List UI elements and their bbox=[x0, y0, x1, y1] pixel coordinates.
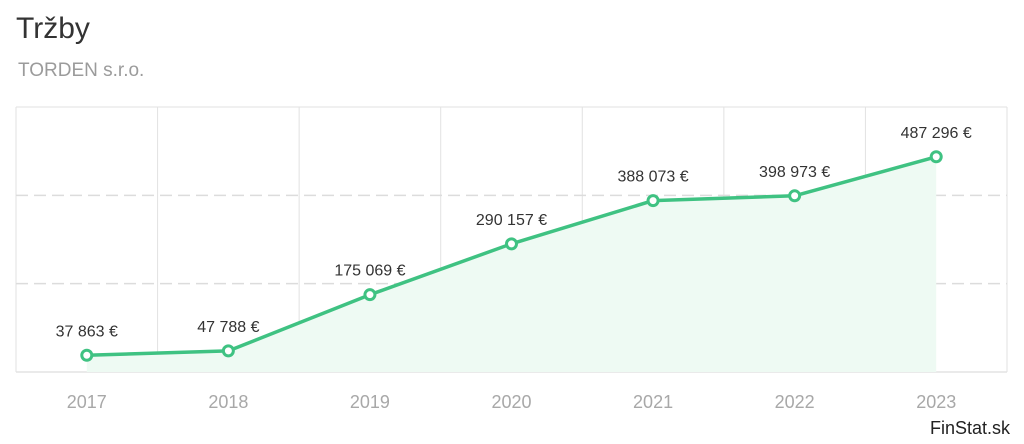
value-label-2020: 290 157 € bbox=[476, 212, 547, 229]
data-point-2019[interactable] bbox=[363, 288, 377, 302]
data-point-2020[interactable] bbox=[505, 237, 518, 251]
company-name: TORDEN s.r.o. bbox=[18, 60, 145, 81]
source-credit[interactable]: FinStat.sk bbox=[929, 418, 1010, 438]
x-tick-label-2018: 2018 bbox=[208, 392, 248, 412]
x-tick-label-2021: 2021 bbox=[633, 392, 673, 412]
data-point-2017[interactable] bbox=[80, 348, 94, 362]
x-tick-label-2023: 2023 bbox=[916, 392, 956, 412]
value-label-2018: 47 788 € bbox=[197, 319, 259, 336]
x-tick-label-2019: 2019 bbox=[350, 392, 390, 412]
value-label-2021: 388 073 € bbox=[617, 169, 688, 186]
x-tick-label-2022: 2022 bbox=[775, 392, 815, 412]
x-tick-label-2017: 2017 bbox=[67, 392, 107, 412]
x-axis-labels: 2017 2018 2019 2020 2021 2022 2023 bbox=[67, 392, 956, 412]
value-label-2022: 398 973 € bbox=[759, 164, 830, 181]
value-labels: 37 863 € 47 788 € 175 069 € 290 157 € 388 07… bbox=[56, 125, 972, 340]
data-point-2023[interactable] bbox=[929, 150, 943, 164]
data-points bbox=[80, 150, 943, 362]
value-label-2023: 487 296 € bbox=[901, 125, 972, 142]
data-point-2022[interactable] bbox=[788, 189, 802, 203]
revenue-area bbox=[86, 156, 937, 372]
chart-title: Tržby bbox=[16, 12, 90, 45]
data-point-2018[interactable] bbox=[221, 344, 235, 358]
value-label-2017: 37 863 € bbox=[56, 323, 118, 340]
value-label-2019: 175 069 € bbox=[334, 263, 405, 280]
x-tick-label-2020: 2020 bbox=[491, 392, 531, 412]
data-point-2021[interactable] bbox=[646, 194, 660, 208]
